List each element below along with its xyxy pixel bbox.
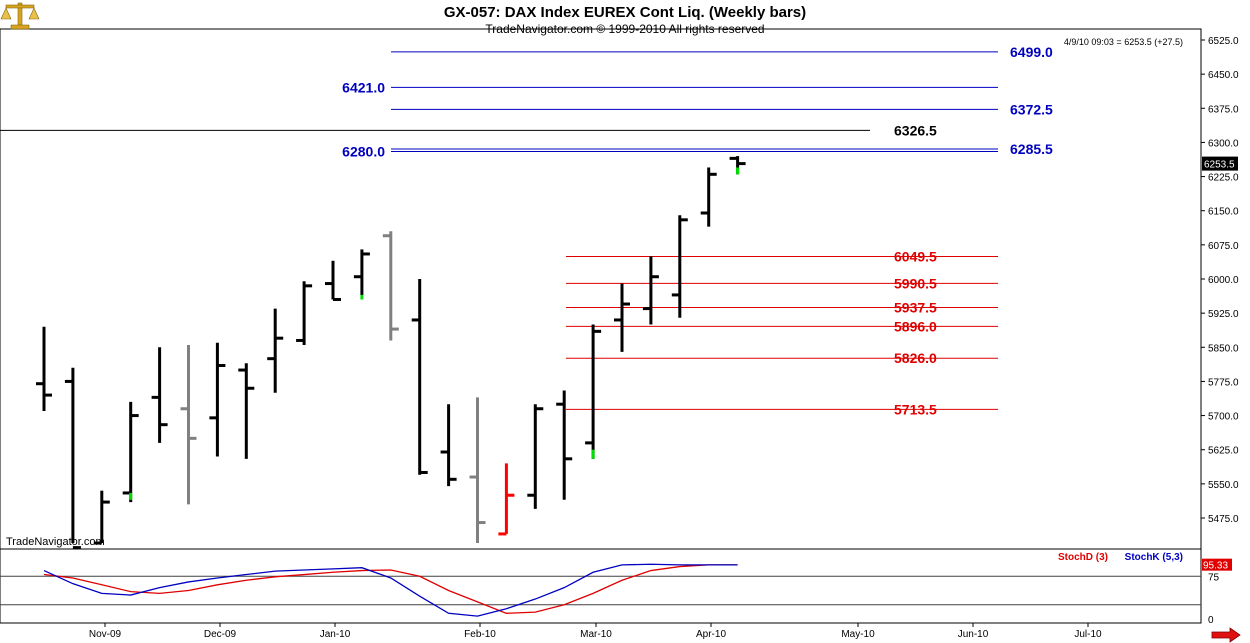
watermark-text: TradeNavigator.com (6, 536, 105, 548)
stoch-tick-label: 0 (1208, 615, 1214, 626)
price-tick-label: 6525.0 (1208, 36, 1239, 47)
last-price-marker (1202, 156, 1238, 171)
price-tick-label: 5850.0 (1208, 343, 1239, 354)
ohlc-bar (325, 260, 341, 301)
stoch-tick-label: 75 (1208, 572, 1220, 583)
ohlc-bar (700, 167, 717, 227)
ohlc-bar (180, 345, 197, 505)
last-price-label: 6253.5 (1204, 160, 1235, 171)
price-level-label: 6049.5 (894, 248, 937, 264)
ohlc-bar (296, 281, 313, 346)
ohlc-bar (93, 490, 110, 545)
ohlc-bar (411, 279, 428, 475)
x-tick-label: Jul-10 (1074, 629, 1102, 640)
price-level-label: 6372.5 (1010, 101, 1053, 117)
price-tick-label: 5550.0 (1208, 480, 1239, 491)
ohlc-bar (469, 397, 486, 544)
stoch-d-line (43, 564, 738, 614)
price-tick-label: 6000.0 (1208, 275, 1239, 286)
price-tick-label: 5475.0 (1208, 514, 1239, 525)
price-level-label: 6326.5 (894, 122, 937, 138)
price-tick-label: 5625.0 (1208, 446, 1239, 457)
stochastic-panel-frame (0, 548, 1202, 624)
ohlc-bar (209, 342, 226, 457)
price-level-label: 5937.5 (894, 299, 937, 315)
stoch-d-legend: StochD (3) (1058, 552, 1108, 563)
stoch-k-legend: StochK (5,3) (1125, 552, 1183, 563)
ohlc-bar (36, 326, 52, 412)
price-tick-label: 5775.0 (1208, 377, 1239, 388)
x-tick-label: Apr-10 (696, 629, 726, 640)
scale-logo-icon (0, 2, 40, 30)
price-level-label: 6499.0 (1010, 44, 1053, 60)
price-level-label: 5896.0 (894, 318, 937, 334)
x-tick-label: Feb-10 (464, 629, 496, 640)
chart-title: GX-057: DAX Index EUREX Cont Liq. (Weekl… (444, 4, 806, 21)
ohlc-bar (671, 215, 688, 318)
price-tick-label: 6150.0 (1208, 207, 1239, 218)
price-tick-label: 6450.0 (1208, 70, 1239, 81)
price-level-label: 5990.5 (894, 275, 937, 291)
price-tick-label: 6225.0 (1208, 173, 1239, 184)
ohlc-bar (642, 256, 659, 325)
price-level-label: 6285.5 (1010, 141, 1053, 157)
price-level-label: 6280.0 (342, 144, 385, 160)
x-tick-label: May-10 (841, 629, 875, 640)
stoch-last-marker (1202, 558, 1232, 571)
x-tick-label: Nov-09 (89, 629, 122, 640)
price-level-label: 6421.0 (342, 79, 385, 95)
price-tick-label: 5925.0 (1208, 309, 1239, 320)
ohlc-bar (238, 363, 255, 459)
price-level-label: 5826.0 (894, 350, 937, 366)
ohlc-bar (440, 404, 457, 487)
price-level-label: 5713.5 (894, 401, 937, 417)
x-tick-label: Dec-09 (204, 629, 237, 640)
red-arrow-right-icon[interactable] (1211, 627, 1241, 643)
copyright-text: TradeNavigator.com © 1999-2010 All right… (485, 22, 764, 36)
ohlc-bar (151, 347, 168, 443)
last-quote-text: 4/9/10 09:03 = 6253.5 (+27.5) (1064, 37, 1183, 47)
ohlc-bar (64, 367, 81, 550)
ohlc-bar (382, 231, 399, 341)
ohlc-bar (353, 249, 370, 295)
ohlc-bar (267, 308, 284, 393)
price-tick-label: 6075.0 (1208, 241, 1239, 252)
ohlc-bar (614, 283, 630, 352)
price-tick-label: 6300.0 (1208, 138, 1239, 149)
price-tick-label: 6375.0 (1208, 104, 1239, 115)
ohlc-bar (498, 463, 515, 536)
ohlc-bar (585, 324, 602, 459)
ohlc-bar (556, 390, 573, 500)
stoch-last-label: 95.33 (1203, 561, 1228, 572)
price-panel-frame (0, 28, 1202, 550)
stoch-k-line (43, 563, 738, 617)
ohlc-bar (527, 404, 544, 509)
price-tick-label: 5700.0 (1208, 412, 1239, 423)
x-tick-label: Mar-10 (580, 629, 612, 640)
x-tick-label: Jun-10 (958, 629, 989, 640)
x-tick-label: Jan-10 (320, 629, 351, 640)
